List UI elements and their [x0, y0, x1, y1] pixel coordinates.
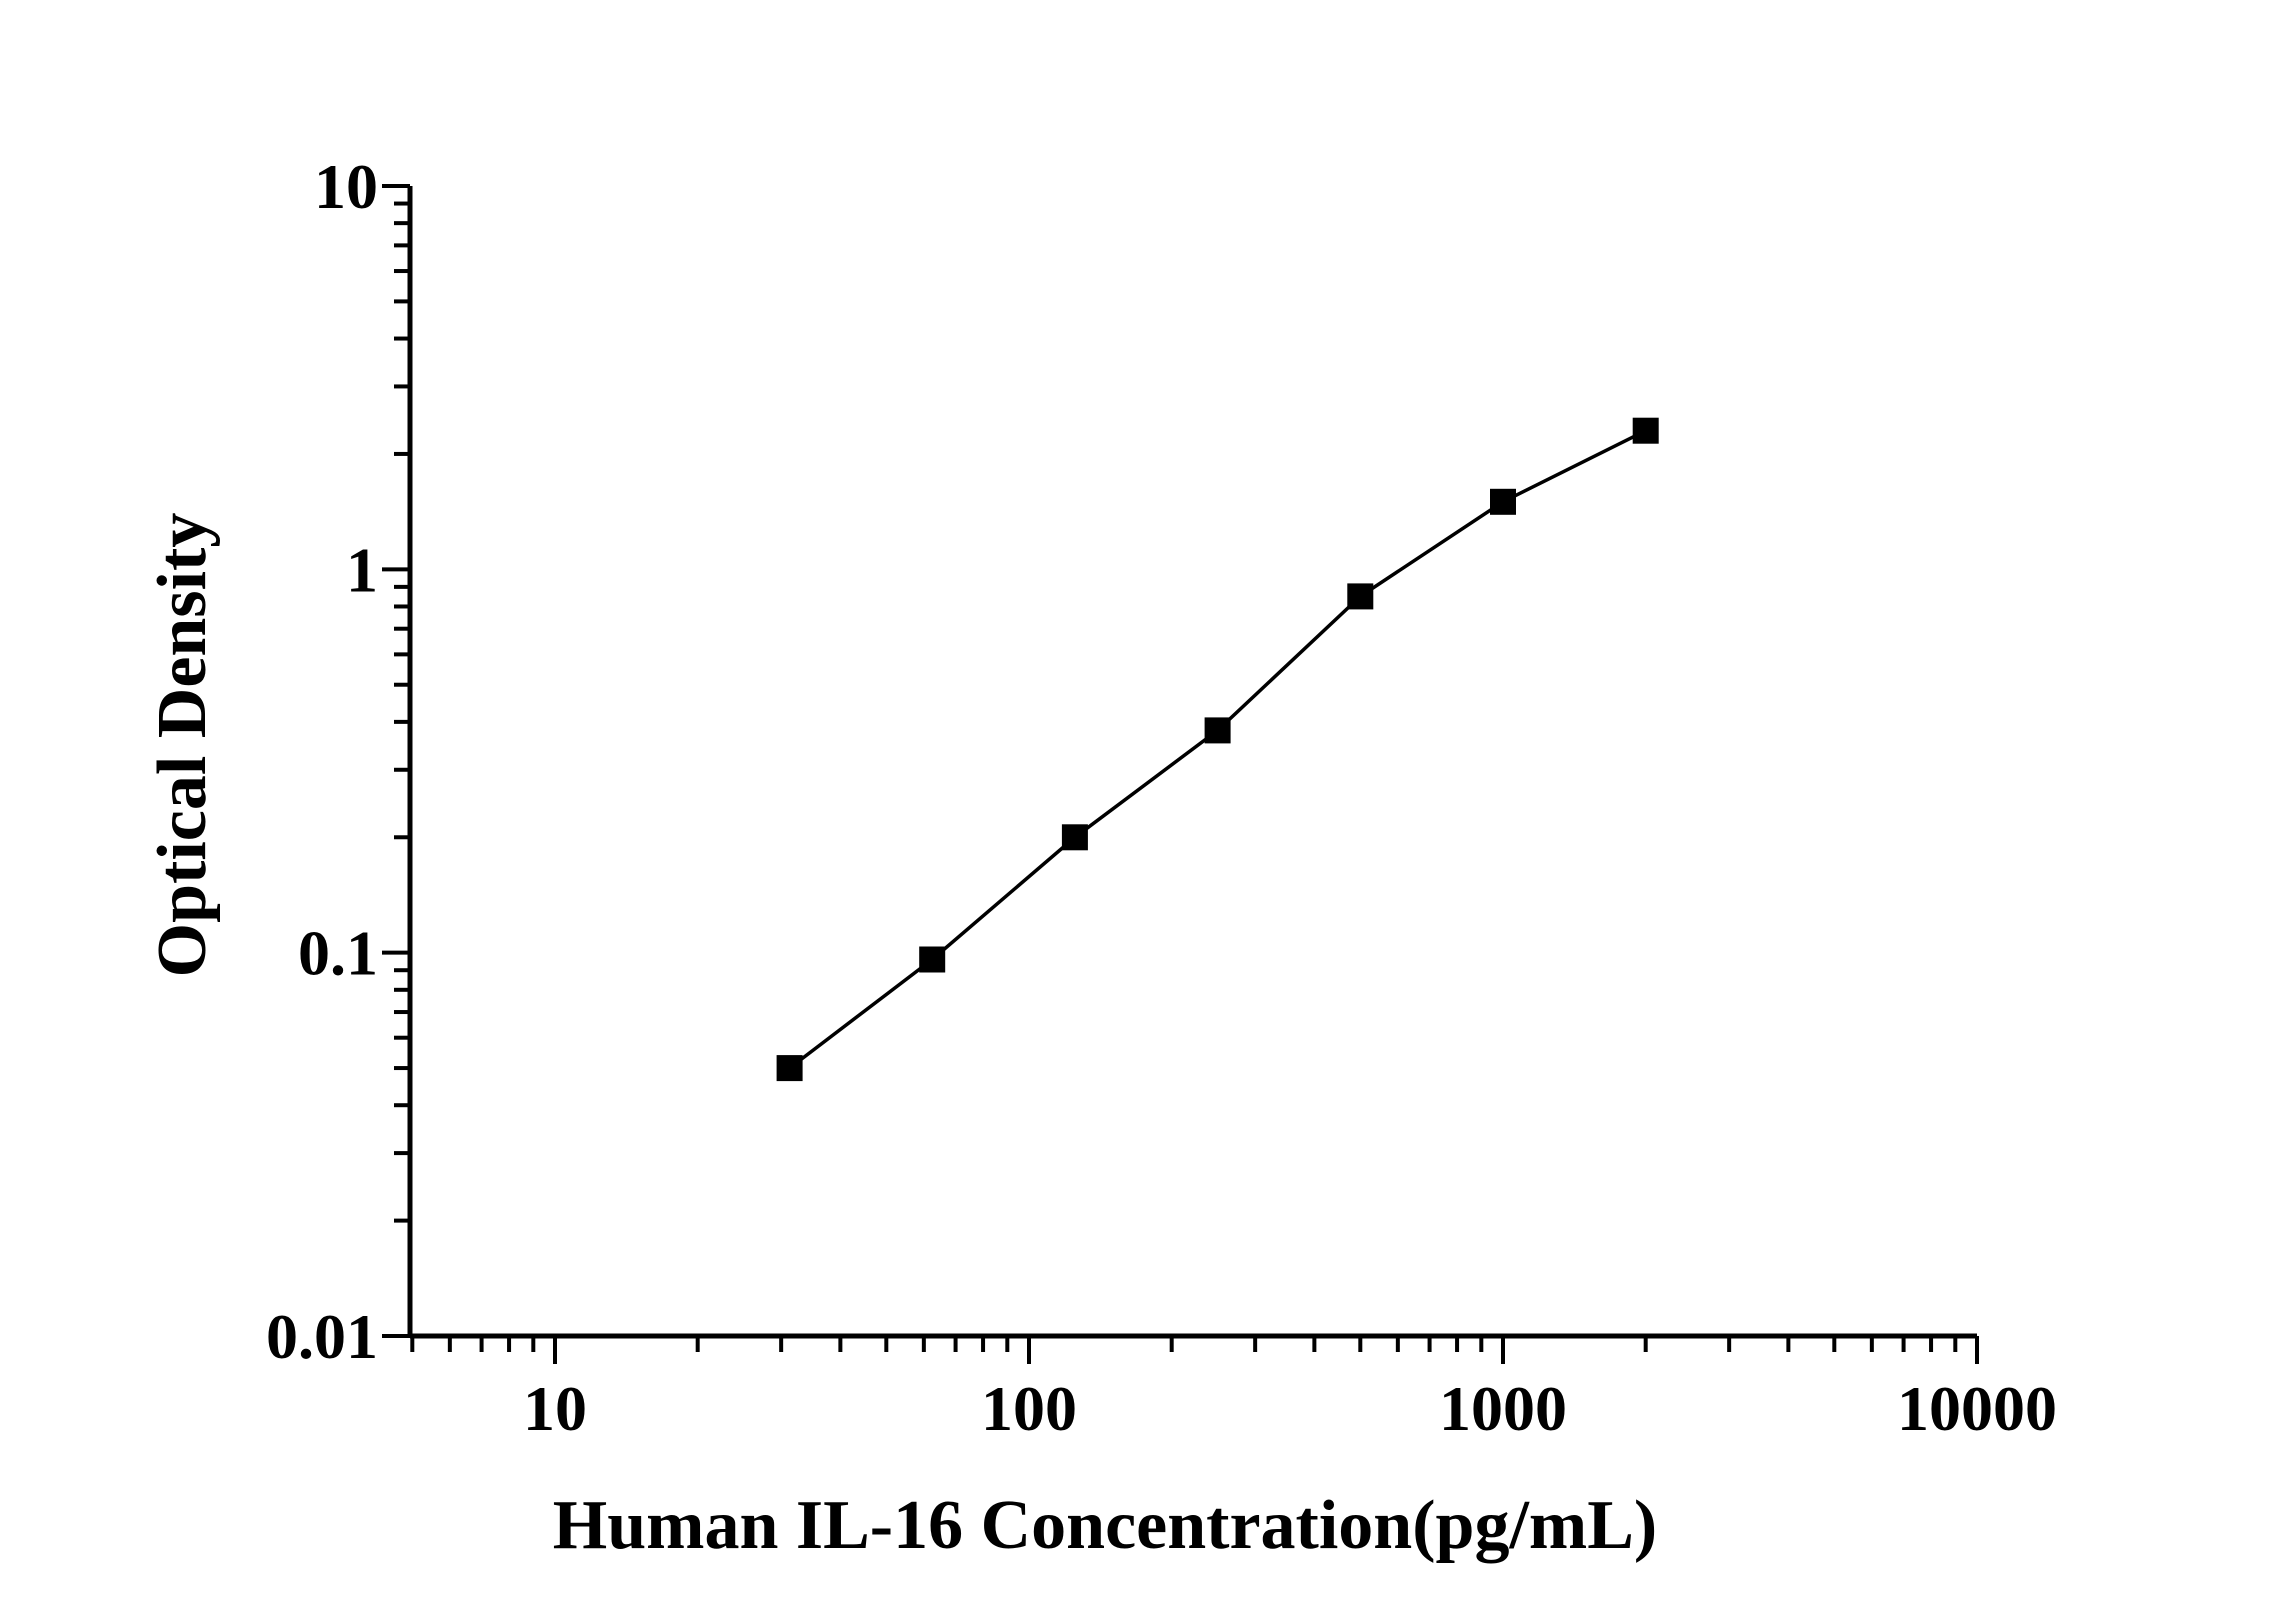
data-point-marker	[919, 946, 946, 973]
x-tick-label: 10	[523, 1373, 587, 1444]
data-point-marker	[1632, 417, 1659, 444]
data-point-marker	[1204, 717, 1231, 744]
x-axis-title: Human IL-16 Concentration(pg/mL)	[553, 1487, 1657, 1564]
y-tick-label: 1	[346, 534, 378, 605]
data-point-marker	[1347, 583, 1374, 610]
y-tick-label: 10	[314, 151, 378, 222]
data-point-marker	[776, 1055, 803, 1082]
y-axis-title: Optical Density	[144, 513, 221, 978]
standard-curve-line	[788, 429, 1647, 1070]
tick-marks-layer	[382, 184, 1979, 1364]
y-tick-label: 0.1	[298, 918, 378, 989]
x-tick-label: 1000	[1439, 1373, 1567, 1444]
data-point-marker	[1061, 824, 1088, 851]
y-tick-label: 0.01	[266, 1301, 378, 1372]
data-series-layer	[776, 417, 1659, 1082]
tick-labels-layer: 10 100 1000 10000 0.01 0.1 1 10	[266, 151, 2057, 1444]
data-point-marker	[1490, 488, 1516, 515]
x-tick-label: 100	[981, 1373, 1077, 1444]
x-tick-label: 10000	[1897, 1373, 2057, 1444]
